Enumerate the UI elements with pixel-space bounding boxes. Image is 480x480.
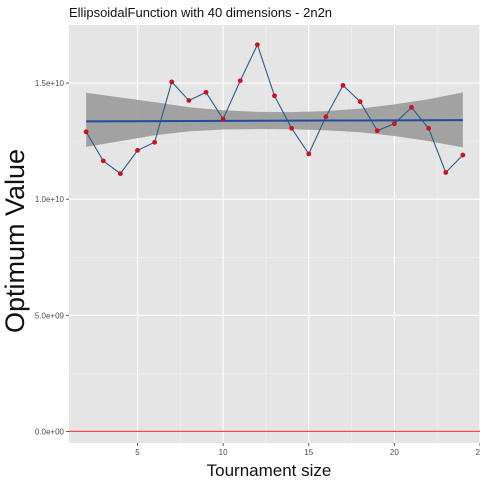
data-point: [117, 171, 123, 177]
data-point: [186, 98, 192, 103]
x-tick-label: 20: [390, 448, 399, 457]
data-point: [391, 121, 397, 127]
data-point: [357, 99, 363, 105]
data-point: [306, 151, 312, 157]
y-tick-label: 5.0e+09: [35, 311, 65, 320]
data-point: [169, 79, 175, 85]
x-tick-label: 10: [219, 448, 228, 457]
x-tick-label: 25: [476, 448, 480, 457]
y-axis-ticks: 0.0e+00 5.0e+09 1.0e+10 1.5e+10: [35, 79, 69, 436]
y-tick-label: 0.0e+00: [35, 427, 65, 436]
data-point: [100, 158, 106, 164]
data-point: [289, 125, 295, 131]
y-axis-label: Optimum Value: [0, 149, 30, 333]
data-point: [272, 93, 277, 99]
data-point: [203, 89, 209, 95]
trend-line: [86, 119, 463, 123]
data-point: [323, 114, 329, 120]
chart-title: EllipsoidalFunction with 40 dimensions -…: [69, 5, 332, 20]
data-point: [340, 82, 346, 88]
data-point: [135, 148, 140, 153]
data-point: [220, 116, 226, 122]
data-point: [152, 139, 158, 145]
data-point: [443, 170, 449, 175]
y-tick-label: 1.5e+10: [35, 79, 65, 88]
x-tick-label: 5: [135, 448, 140, 457]
data-point: [83, 129, 89, 135]
x-tick-label: 15: [304, 448, 313, 457]
plot-panel: [69, 25, 480, 443]
data-point: [254, 42, 260, 48]
x-axis-label: Tournament size: [207, 461, 332, 480]
data-point: [409, 105, 414, 110]
data-point: [237, 78, 243, 84]
data-point: [460, 152, 466, 158]
x-axis-ticks: 5 10 15 20 25: [135, 443, 480, 457]
y-tick-label: 1.0e+10: [35, 195, 65, 204]
data-points: [83, 42, 466, 177]
trend-line-group: [86, 119, 463, 123]
data-point: [426, 125, 432, 131]
data-point: [374, 128, 380, 134]
